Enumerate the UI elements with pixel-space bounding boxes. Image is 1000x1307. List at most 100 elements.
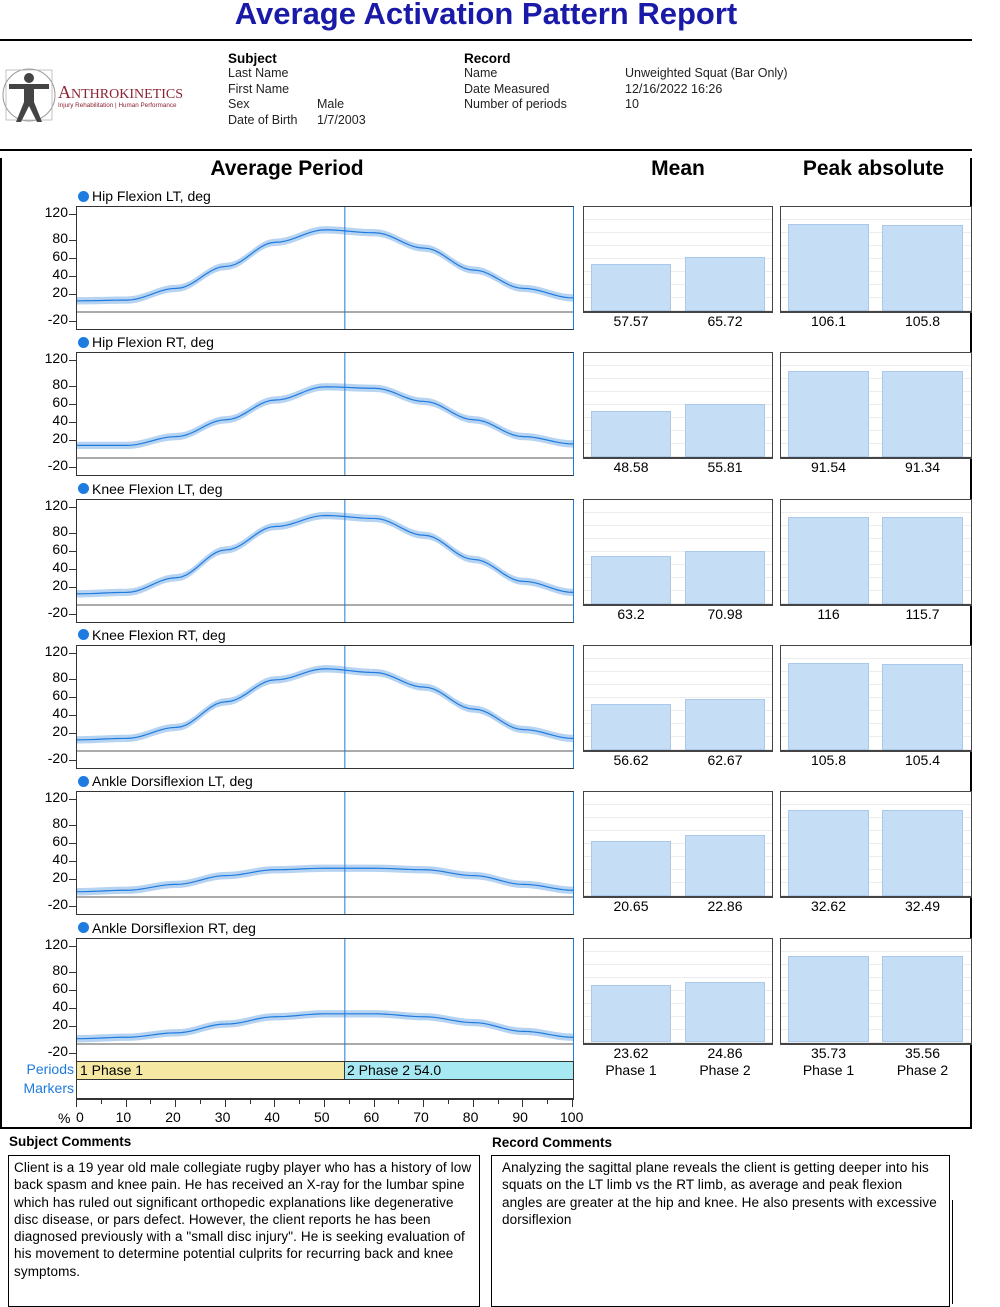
peak-value-label: 105.8 (810, 751, 847, 768)
mean-bar[interactable] (685, 698, 765, 750)
subject-comments-box[interactable]: Client is a 19 year old male collegiate … (8, 1155, 480, 1307)
peak-bar[interactable] (788, 955, 869, 1043)
y-tick (69, 1052, 76, 1054)
peak-value-label: 32.62 (810, 898, 847, 915)
y-tick-label: -20 (47, 896, 68, 913)
line-plot-svg (76, 499, 574, 622)
peak-value-label: 32.49 (904, 898, 941, 915)
y-tick (69, 945, 76, 947)
mean-bar[interactable] (685, 550, 765, 604)
x-tick-label: 20 (165, 1109, 181, 1125)
phase-label: Phase 2 (896, 1061, 949, 1078)
mean-bar[interactable] (591, 985, 671, 1043)
y-tick (69, 214, 76, 215)
x-tick-label: 40 (264, 1109, 280, 1125)
mean-bar[interactable] (685, 835, 765, 897)
y-tick-label: 80 (52, 522, 68, 539)
peak-bar[interactable] (882, 224, 963, 311)
y-tick-label: 40 (52, 266, 68, 282)
record-comments-heading: Record Comments (492, 1135, 613, 1150)
mean-bar[interactable] (591, 841, 671, 897)
field-row: Sex Male (228, 97, 366, 113)
mean-bar[interactable] (591, 411, 671, 458)
x-tick (76, 1099, 77, 1107)
y-tick (69, 321, 76, 322)
x-tick-label: 0 (76, 1109, 84, 1125)
x-tick (547, 1099, 549, 1104)
series-name: Knee Flexion LT, deg (92, 480, 223, 497)
peak-bar[interactable] (882, 956, 963, 1043)
y-tick-label: 60 (52, 979, 68, 996)
y-tick-label: 120 (44, 350, 68, 367)
y-tick (69, 532, 76, 534)
series-name: Ankle Dorsiflexion LT, deg (92, 773, 253, 790)
mean-bar[interactable] (591, 263, 671, 311)
y-tick (69, 696, 76, 698)
divider (0, 39, 972, 41)
y-tick-label: 80 (52, 815, 68, 832)
peak-value-label: 91.34 (904, 459, 941, 476)
phase-1-period[interactable]: 1 Phase 1 (76, 1061, 345, 1080)
peak-value-label: 35.73 (810, 1044, 847, 1061)
y-tick (69, 989, 76, 991)
series-name: Knee Flexion RT, deg (92, 626, 226, 643)
mean-value-label: 62.67 (707, 751, 743, 768)
peak-bar[interactable] (788, 516, 869, 604)
subject-section: Subject Last Name First Name Sex Male Date o… (228, 51, 366, 128)
average-period-header: Average Period (210, 157, 364, 180)
y-tick (69, 843, 76, 845)
peak-bar[interactable] (788, 370, 869, 458)
mean-bar[interactable] (591, 703, 671, 750)
line-plot (76, 791, 574, 916)
peak-bar[interactable] (882, 517, 963, 604)
field-row: Last Name (228, 66, 366, 82)
average-line (76, 867, 574, 893)
y-tick-label: 120 (44, 935, 68, 952)
mean-bar[interactable] (685, 404, 765, 458)
peak-value-label: 35.56 (904, 1044, 941, 1061)
series-label: Knee Flexion RT, deg (78, 627, 226, 643)
y-tick-label: 60 (52, 686, 68, 703)
y-tick-label: 80 (52, 668, 68, 685)
y-tick-label: 40 (52, 851, 68, 868)
mean-bar[interactable] (685, 982, 765, 1043)
x-tick (497, 1099, 499, 1104)
std-band (77, 226, 573, 305)
y-tick (69, 240, 76, 241)
field-label: Sex (228, 97, 250, 111)
phase-label: Phase 1 (802, 1061, 855, 1078)
field-label: Number of periods (464, 97, 567, 111)
y-tick-label: 60 (52, 394, 68, 411)
field-label: Date of Birth (228, 112, 298, 127)
peak-bar[interactable] (882, 809, 963, 897)
peak-value-label: 105.8 (904, 313, 941, 329)
y-tick (69, 586, 76, 588)
average-line (76, 229, 574, 302)
y-tick (69, 759, 76, 761)
field-row: First Name (228, 82, 366, 98)
peak-bar[interactable] (788, 809, 869, 897)
peak-value-label: 106.1 (810, 313, 847, 329)
mean-bar[interactable] (685, 257, 765, 311)
peak-bar[interactable] (882, 370, 963, 458)
mean-value-label: 56.62 (613, 751, 649, 768)
mean-bar[interactable] (591, 556, 671, 604)
phase-2-period[interactable]: 2 Phase 2 54.0 (344, 1061, 574, 1080)
peak-bar[interactable] (788, 663, 869, 750)
series-color-dot-icon (78, 336, 89, 348)
y-tick (69, 440, 76, 442)
field-row: Date of Birth 1/7/2003 (228, 113, 366, 129)
x-tick (423, 1099, 425, 1107)
y-tick-label: 120 (44, 496, 68, 513)
peak-bar[interactable] (882, 663, 963, 750)
record-comments-box[interactable]: Analyzing the sagittal plane reveals the… (491, 1155, 950, 1307)
peak-value-label: 105.4 (904, 751, 941, 768)
series-color-dot-icon (78, 922, 89, 933)
y-tick (69, 971, 76, 973)
record-section: Record Name Unweighted Squat (Bar Only) Da… (464, 51, 788, 113)
y-tick (69, 714, 76, 716)
peak-bar[interactable] (788, 224, 869, 311)
y-tick (69, 1025, 76, 1027)
mean-header: Mean (651, 157, 705, 180)
y-tick-label: 20 (52, 576, 68, 593)
